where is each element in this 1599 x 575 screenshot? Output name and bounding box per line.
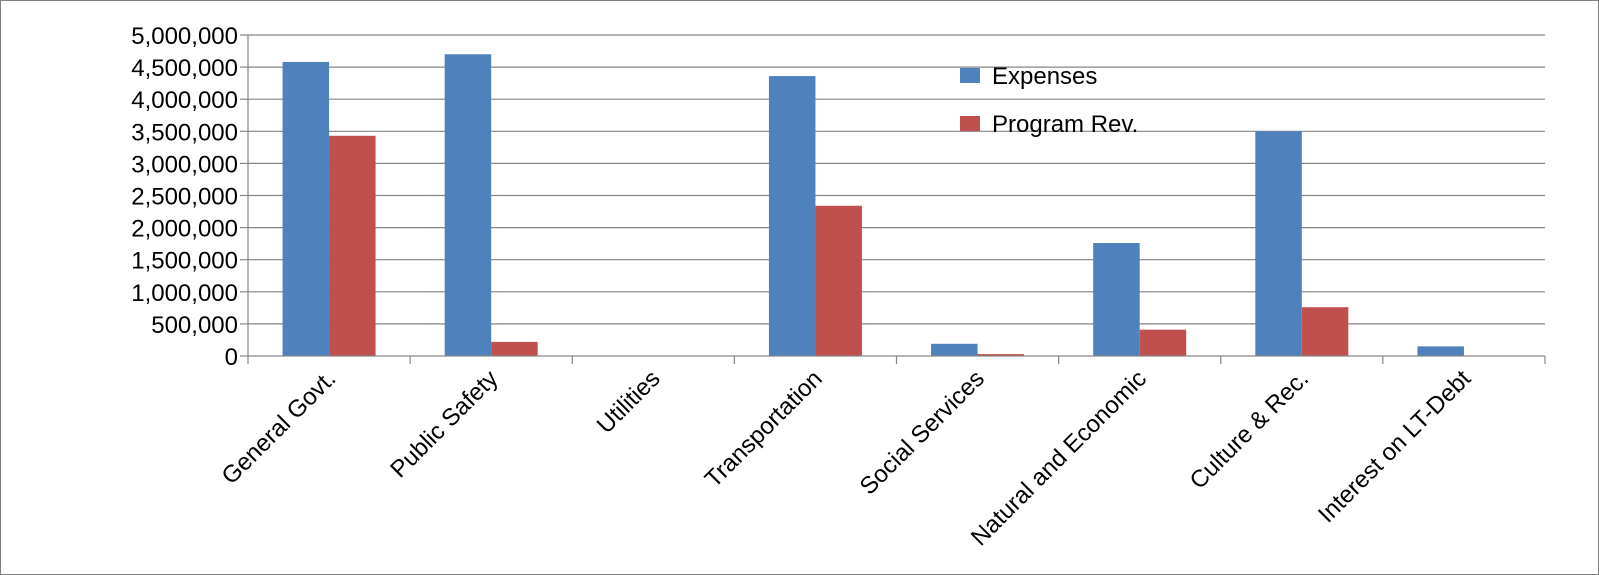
bar-expenses <box>1093 243 1140 356</box>
bar-expenses <box>768 76 816 356</box>
y-tick-label: 1,000,000 <box>131 280 238 307</box>
legend-label: Expenses <box>992 63 1097 90</box>
bar-expenses <box>444 54 492 356</box>
bars <box>282 54 1464 357</box>
bar-program-rev <box>1139 329 1187 356</box>
bar-program-rev <box>815 205 862 356</box>
y-tick-label: 5,000,000 <box>131 23 238 50</box>
legend-swatch <box>960 68 980 83</box>
y-tick-label: 1,500,000 <box>131 248 238 275</box>
bar-expenses <box>282 61 330 357</box>
bar-expenses <box>931 343 978 356</box>
bar-expenses <box>1255 131 1302 356</box>
bar-program-rev <box>1301 307 1349 356</box>
y-tick-label: 4,000,000 <box>131 87 238 114</box>
y-tick-label: 0 <box>225 344 238 371</box>
legend: Expenses Program Rev. <box>960 63 1138 138</box>
y-tick-label: 2,000,000 <box>131 216 238 243</box>
legend-swatch <box>960 116 980 131</box>
y-tick-label: 500,000 <box>151 312 238 339</box>
bar-expenses <box>1417 346 1464 356</box>
y-tick-label: 4,500,000 <box>131 55 238 82</box>
bar-program-rev <box>977 354 1025 356</box>
legend-label: Program Rev. <box>992 111 1138 138</box>
y-tick-label: 3,500,000 <box>131 119 238 146</box>
bar-program-rev <box>329 135 376 356</box>
axes <box>240 34 1546 364</box>
bar-program-rev <box>491 341 538 356</box>
y-tick-label: 2,500,000 <box>131 184 238 211</box>
y-tick-label: 3,000,000 <box>131 151 238 178</box>
